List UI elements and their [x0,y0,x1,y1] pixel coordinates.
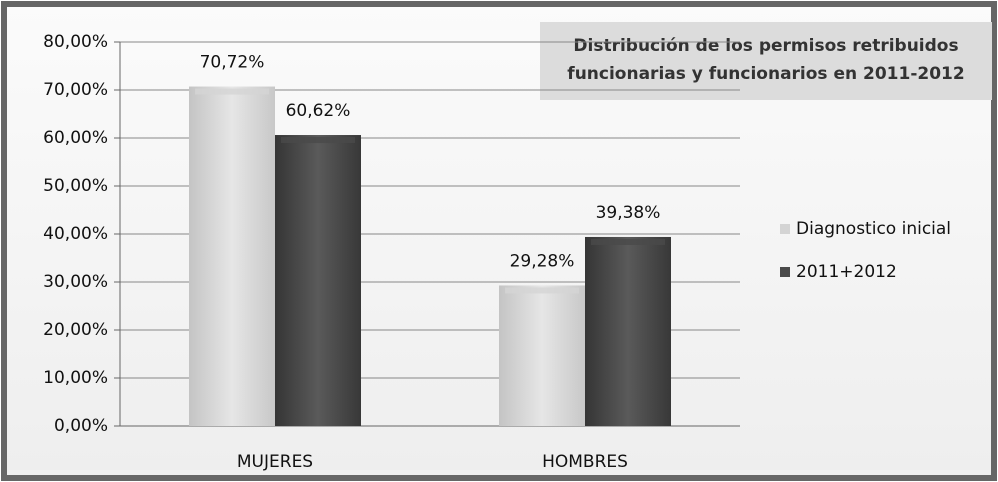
x-tick-label: MUJERES [237,452,313,472]
chart-title: Distribución de los permisos retribuidos [573,36,958,56]
y-tick-label: 70,00% [43,80,108,100]
value-label: 70,72% [200,53,265,73]
y-tick-label: 20,00% [43,320,108,340]
bar [499,285,585,426]
x-tick-label: HOMBRES [542,452,628,472]
value-label: 39,38% [596,203,661,223]
bar [585,236,671,426]
legend-swatch [780,224,790,234]
legend-label: 2011+2012 [796,262,897,282]
value-label: 60,62% [286,101,351,121]
y-tick-label: 0,00% [54,416,108,436]
bar-top [591,238,665,245]
legend-swatch [780,267,790,277]
title-box [540,22,992,100]
y-tick-label: 50,00% [43,176,108,196]
y-tick-label: 40,00% [43,224,108,244]
y-tick-label: 10,00% [43,368,108,388]
chart-title: funcionarias y funcionarios en 2011-2012 [567,64,964,84]
bar [275,135,361,427]
bar-top [505,287,579,294]
bar-top [281,137,355,144]
value-label: 29,28% [510,251,575,271]
y-tick-label: 60,00% [43,128,108,148]
y-tick-label: 80,00% [43,32,108,52]
legend-label: Diagnostico inicial [796,219,951,239]
y-tick-label: 30,00% [43,272,108,292]
bar-top [195,88,269,95]
bar [189,86,275,426]
